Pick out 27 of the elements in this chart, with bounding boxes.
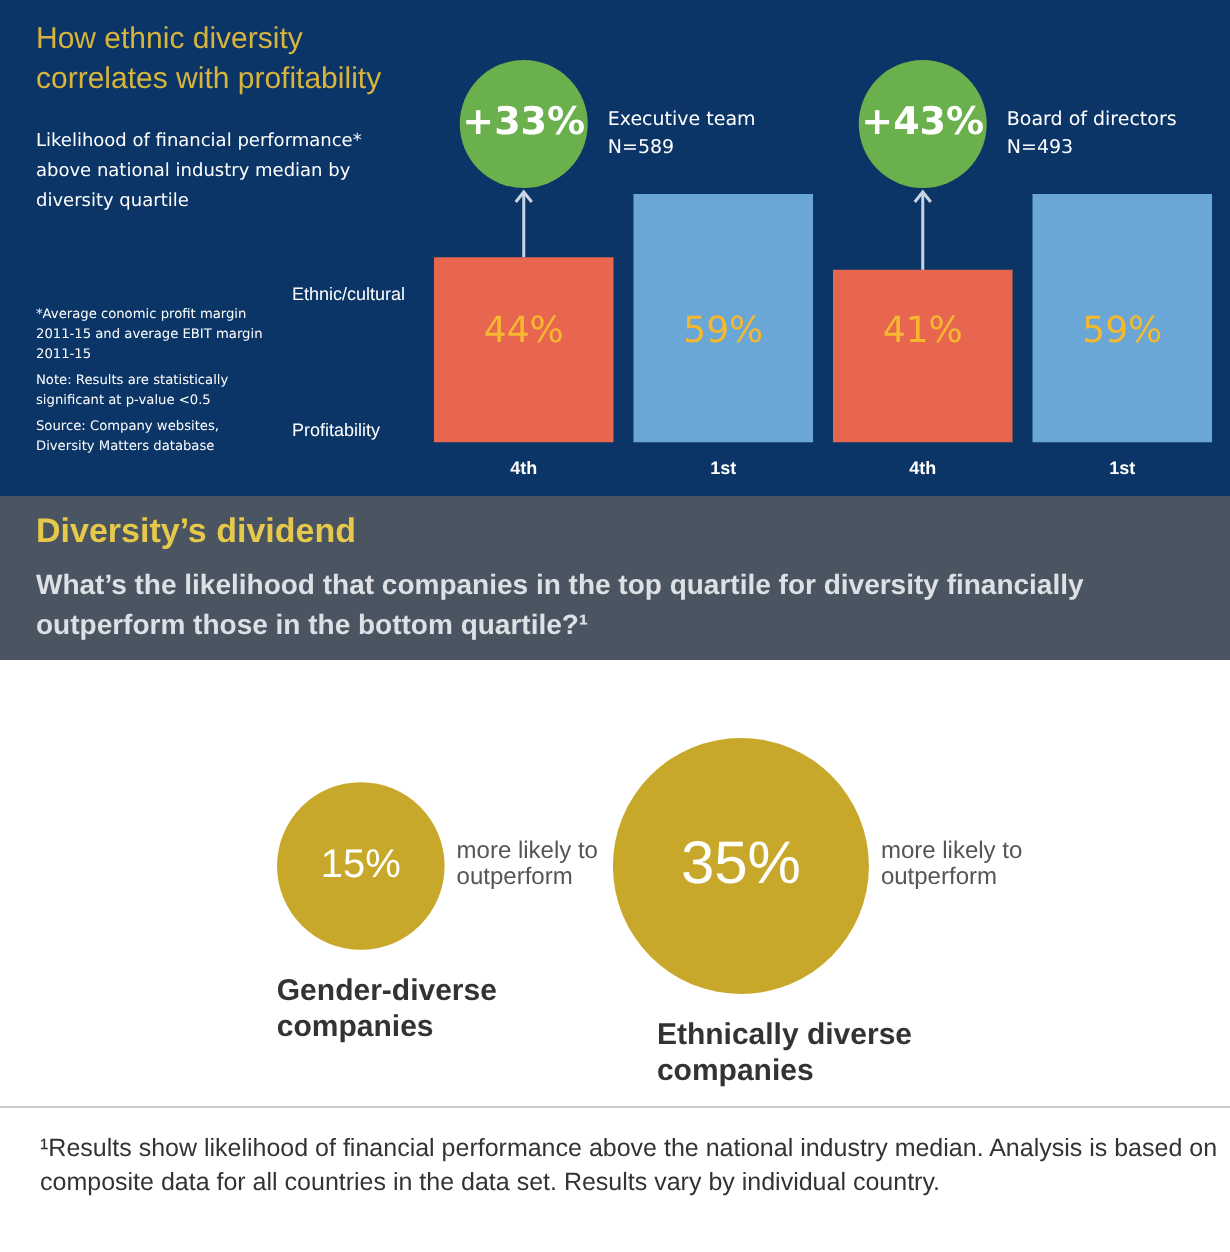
x-tick-label: 4th: [510, 458, 538, 479]
text: Diversity’s dividend: [36, 512, 356, 552]
text: Board of directors: [1006, 108, 1177, 131]
x-tick-label: 4th: [909, 458, 937, 479]
text: What’s the likelihood that companies in the top quartile for diversity financially outperform those in the bottom quartile?¹: [36, 566, 1086, 644]
data-label: 35%: [680, 830, 801, 897]
data-label: 59%: [1082, 309, 1163, 352]
text: more likely to outperform: [880, 836, 1025, 890]
x-tick-label: 1st: [710, 458, 737, 479]
text: Executive team: [607, 108, 756, 131]
text: N=493: [1006, 136, 1074, 159]
text: ¹Results show likelihood of financial performance above the national industry median. Analysis is based on composite data for all countries in the data set. Results vary by individual country.: [40, 1132, 1220, 1200]
text: Profitability: [292, 420, 381, 440]
text: Likelihood of financial performance* above national industry median by diversity quartile: [36, 130, 364, 216]
text: +33%: [462, 99, 586, 144]
category-label: Ethnically diverse companies: [656, 1018, 915, 1090]
chart-title: How ethnic diversity correlates with profitability: [36, 20, 384, 100]
data-label: 41%: [882, 309, 963, 352]
data-label: 15%: [320, 843, 402, 888]
text: N=589: [607, 136, 675, 159]
data-label: 44%: [483, 309, 564, 352]
text: +43%: [861, 99, 985, 144]
data-label: 59%: [683, 309, 764, 352]
text: Ethnic/cultural: [292, 284, 406, 304]
text: more likely to outperform: [456, 836, 600, 890]
x-tick-label: 1st: [1109, 458, 1136, 479]
category-label: Gender-diverse companies: [276, 973, 499, 1046]
